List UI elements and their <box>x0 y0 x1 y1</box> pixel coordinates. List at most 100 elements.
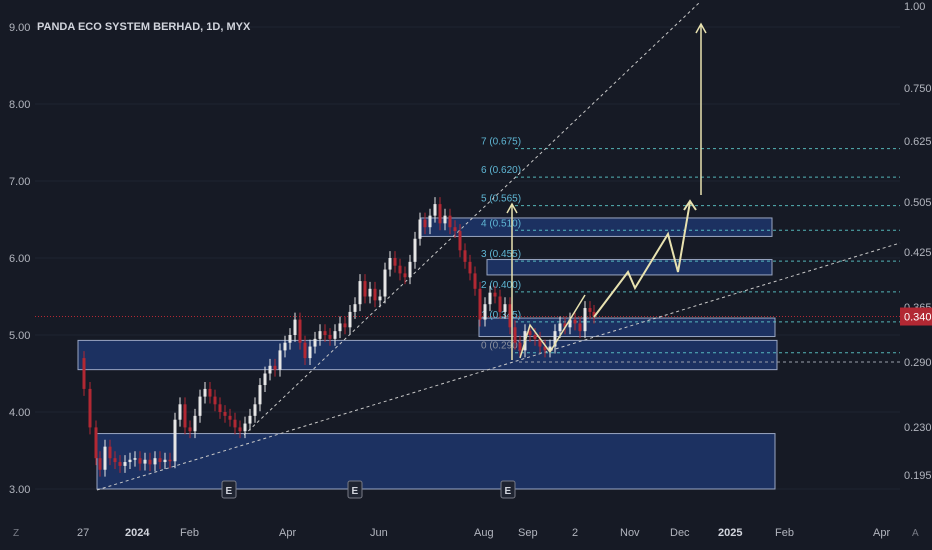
candle-body <box>493 292 497 297</box>
candle-body <box>138 458 142 464</box>
right-tick-label: 0.290 <box>904 357 932 369</box>
right-tick-label: 0.750 <box>904 83 932 95</box>
support-zone-mid[interactable] <box>77 339 778 371</box>
fib-levels[interactable]: 7 (0.675) 6 (0.620) 5 (0.565) 4 (0.510) 3 (0… <box>481 137 900 354</box>
candle-body <box>113 458 117 463</box>
candle-body <box>368 288 372 297</box>
candle-body <box>553 331 557 347</box>
candle-body <box>378 296 382 301</box>
candle-body <box>388 258 392 270</box>
candle-body <box>418 219 422 239</box>
candle-body <box>478 288 482 320</box>
candle-body <box>533 335 537 339</box>
x-tick-label: Jun <box>370 527 388 539</box>
candle-body <box>108 446 112 459</box>
projection-arrowhead <box>683 199 697 211</box>
candle-body <box>123 462 127 466</box>
candle-body <box>133 458 137 460</box>
trend-line-lower[interactable] <box>96 242 901 491</box>
candle-body <box>103 446 107 470</box>
x-tick-label: 2 <box>572 527 578 539</box>
candle-body <box>258 385 262 405</box>
candle-body <box>433 204 437 216</box>
candle-body <box>88 388 92 428</box>
candle-body <box>428 215 432 228</box>
candle-body <box>223 412 227 416</box>
support-zone-bottom[interactable] <box>96 433 776 490</box>
zone-upper-2[interactable] <box>420 217 773 237</box>
candle-body <box>278 350 282 370</box>
candle-body <box>353 304 357 312</box>
candle-body <box>228 415 232 420</box>
candle-body <box>148 459 152 465</box>
candle-body <box>248 415 252 424</box>
candle-body <box>82 358 86 389</box>
candle-body <box>128 459 132 463</box>
x-tick-label: Apr <box>873 527 890 539</box>
candle-body <box>238 427 242 432</box>
candle-body <box>458 231 462 251</box>
zones[interactable] <box>77 217 778 490</box>
candle-body <box>558 323 562 332</box>
candle-body <box>208 388 212 397</box>
candle-body <box>588 308 592 312</box>
measure-arrowhead-right <box>695 22 707 34</box>
y-axis-right: 1.00 0.750 0.625 0.505 0.425 0.290 0.230 0.195 0… <box>900 1 932 482</box>
candle-body <box>178 404 182 420</box>
earnings-marker-label: E <box>505 486 512 497</box>
candle-body <box>168 459 172 462</box>
projection-polyline[interactable] <box>593 201 691 318</box>
candle-body <box>463 250 467 262</box>
candle-body <box>94 427 98 459</box>
zone-upper-1[interactable] <box>486 259 773 276</box>
candle-body <box>173 419 177 462</box>
candle-body <box>403 273 407 278</box>
candle-body <box>453 227 457 232</box>
candle-body <box>198 396 202 416</box>
candle-body <box>143 459 147 464</box>
candle-body <box>98 458 102 470</box>
x-tick-label: 27 <box>77 527 89 539</box>
y-axis-left: 9.00 8.00 7.00 6.00 5.00 4.00 3.00 <box>9 22 30 496</box>
earnings-marker-label: E <box>352 486 359 497</box>
candle-body <box>423 219 427 228</box>
base-path <box>519 294 586 359</box>
fib-label: 5 (0.565) <box>481 194 521 205</box>
candle-body <box>213 396 217 405</box>
candle-body <box>578 323 582 332</box>
projection-path[interactable] <box>506 22 707 360</box>
corner-label-right: A <box>912 528 919 539</box>
fib-label: 3 (0.455) <box>481 249 521 260</box>
x-tick-label: Nov <box>620 527 640 539</box>
right-tick-label: 0.625 <box>904 136 932 148</box>
trend-line-upper[interactable] <box>243 1 701 436</box>
earnings-marker[interactable] <box>500 480 516 499</box>
current-price-label: 0.340 <box>904 312 932 324</box>
candle-body <box>328 335 332 339</box>
right-tick-label: 1.00 <box>904 1 925 13</box>
candle-body <box>233 419 237 428</box>
earnings-marker[interactable] <box>221 480 237 499</box>
candle-body <box>183 404 187 428</box>
fib-label: 1 (0.345) <box>481 310 521 321</box>
fib-label: 4 (0.510) <box>481 218 521 229</box>
candle-body <box>153 458 157 465</box>
candle-body <box>283 342 287 351</box>
candle-body <box>438 204 442 224</box>
candle-body <box>373 288 377 301</box>
candle-body <box>563 323 567 328</box>
earnings-marker[interactable] <box>347 480 363 499</box>
x-tick-label: Feb <box>775 527 794 539</box>
candle-body <box>313 338 317 347</box>
candle-body <box>243 423 247 432</box>
y-tick-label: 6.00 <box>9 253 30 265</box>
y-tick-label: 7.00 <box>9 176 30 188</box>
y-tick-label: 4.00 <box>9 407 30 419</box>
candle-body <box>538 338 542 347</box>
trend-lines[interactable] <box>96 1 901 491</box>
candle-body <box>338 323 342 332</box>
x-tick-label: Sep <box>518 527 538 539</box>
candles <box>82 197 596 477</box>
